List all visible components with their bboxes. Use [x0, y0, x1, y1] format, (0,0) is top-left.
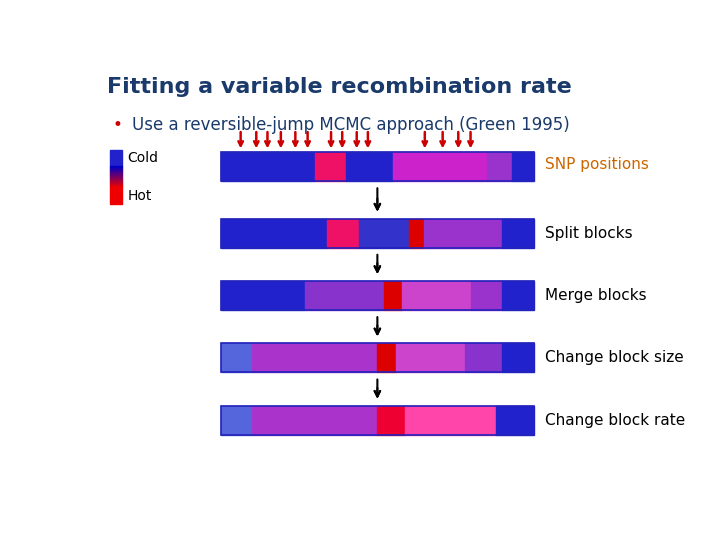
Bar — [109, 167, 122, 168]
Text: SNP positions: SNP positions — [545, 157, 649, 172]
Bar — [109, 171, 122, 172]
Bar — [109, 173, 122, 174]
Bar — [496, 406, 534, 435]
Bar — [221, 343, 534, 373]
Bar — [424, 219, 503, 248]
Text: Change block size: Change block size — [545, 350, 683, 366]
Bar — [221, 219, 328, 248]
Bar — [402, 281, 471, 310]
Bar — [109, 170, 122, 171]
Bar — [471, 281, 503, 310]
Bar — [487, 152, 512, 181]
Bar — [109, 168, 122, 169]
Text: Use a reversible-jump MCMC approach (Green 1995): Use a reversible-jump MCMC approach (Gre… — [132, 116, 570, 134]
Bar — [384, 281, 402, 310]
Bar — [377, 343, 396, 373]
Bar — [109, 177, 122, 178]
Bar — [109, 175, 122, 176]
Bar — [109, 185, 122, 186]
Bar — [221, 281, 305, 310]
Bar — [221, 406, 253, 435]
Text: Change block rate: Change block rate — [545, 413, 685, 428]
Bar — [109, 178, 122, 179]
Text: Fitting a variable recombination rate: Fitting a variable recombination rate — [107, 77, 572, 97]
Bar — [109, 188, 122, 204]
Bar — [221, 281, 534, 310]
Bar — [109, 176, 122, 177]
Bar — [503, 281, 534, 310]
Text: Cold: Cold — [127, 151, 158, 165]
Bar — [359, 219, 409, 248]
Bar — [503, 219, 534, 248]
Bar — [377, 406, 405, 435]
Bar — [109, 166, 122, 167]
Text: •: • — [112, 116, 122, 134]
Bar — [253, 343, 377, 373]
Bar — [109, 174, 122, 175]
Bar — [396, 343, 465, 373]
Bar — [221, 152, 534, 181]
Text: Split blocks: Split blocks — [545, 226, 632, 241]
Bar — [109, 186, 122, 187]
Bar — [465, 343, 503, 373]
Bar — [109, 172, 122, 173]
Bar — [109, 183, 122, 184]
Bar — [109, 181, 122, 182]
Bar — [221, 152, 315, 181]
Bar — [503, 343, 534, 373]
Bar — [109, 169, 122, 170]
Bar — [221, 406, 534, 435]
Bar — [409, 219, 424, 248]
Bar — [109, 180, 122, 181]
Bar — [405, 406, 496, 435]
Bar — [315, 152, 346, 181]
Text: Merge blocks: Merge blocks — [545, 288, 647, 303]
Bar — [109, 151, 122, 166]
Bar — [393, 152, 487, 181]
Bar — [109, 187, 122, 188]
Bar — [109, 182, 122, 183]
Bar — [328, 219, 359, 248]
Bar — [109, 179, 122, 180]
Bar — [221, 219, 534, 248]
Bar — [305, 281, 384, 310]
Bar — [512, 152, 534, 181]
Text: Hot: Hot — [127, 189, 152, 203]
Bar — [221, 343, 253, 373]
Bar — [109, 184, 122, 185]
Bar — [253, 406, 377, 435]
Bar — [346, 152, 393, 181]
